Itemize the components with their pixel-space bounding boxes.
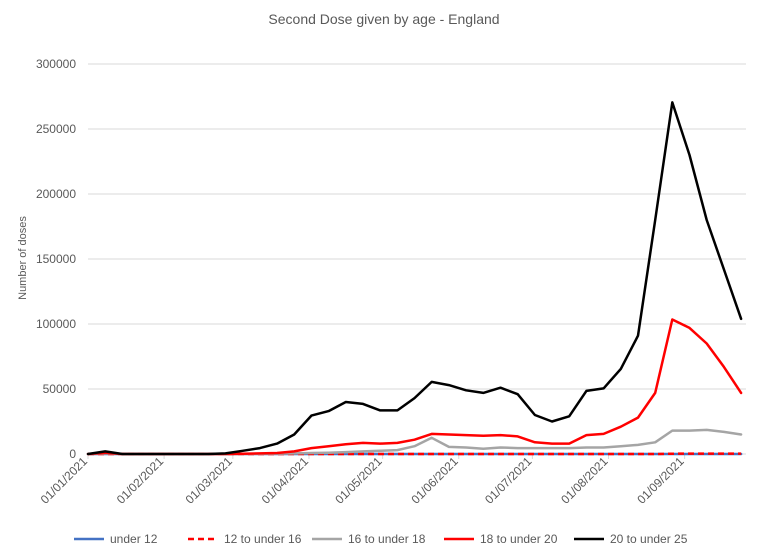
x-tick-label: 01/08/2021 xyxy=(558,454,611,507)
y-tick-label: 250000 xyxy=(36,122,76,136)
y-axis-ticks: 0 50000 100000 150000 200000 250000 300000 xyxy=(36,57,76,461)
x-axis: 01/01/2021 01/02/2021 01/03/2021 01/04/2021… xyxy=(38,453,746,507)
y-axis-label: Number of doses xyxy=(17,216,29,300)
x-tick-label: 01/07/2021 xyxy=(482,454,535,507)
y-tick-label: 150000 xyxy=(36,252,76,266)
gridlines xyxy=(88,63,746,390)
x-tick-label: 01/06/2021 xyxy=(408,454,461,507)
x-tick-label: 01/09/2021 xyxy=(634,454,687,507)
x-tick-label: 01/05/2021 xyxy=(332,454,385,507)
x-tick-label: 01/03/2021 xyxy=(183,454,236,507)
series-line-18-to-under-20 xyxy=(86,318,743,456)
x-tick-label: 01/01/2021 xyxy=(38,454,91,507)
series-lines xyxy=(86,101,743,456)
y-tick-label: 100000 xyxy=(36,317,76,331)
legend-label-16-to-under-18: 16 to under 18 xyxy=(348,532,426,546)
legend-label-12-to-under-16: 12 to under 16 xyxy=(224,532,302,546)
x-tick-label: 01/04/2021 xyxy=(259,454,312,507)
x-tick-label: 01/02/2021 xyxy=(114,454,167,507)
legend-label-20-to-under-25: 20 to under 25 xyxy=(610,532,688,546)
series-line-20-to-under-25 xyxy=(86,101,743,456)
chart-title: Second Dose given by age - England xyxy=(268,11,499,27)
y-tick-label: 0 xyxy=(69,447,76,461)
legend-label-under-12: under 12 xyxy=(110,532,158,546)
y-tick-label: 50000 xyxy=(43,382,77,396)
series-line-16-to-under-18 xyxy=(86,428,743,456)
y-tick-label: 200000 xyxy=(36,187,76,201)
y-tick-label: 300000 xyxy=(36,57,76,71)
legend: under 12 12 to under 16 16 to under 18 18 t… xyxy=(74,532,688,546)
legend-label-18-to-under-20: 18 to under 20 xyxy=(480,532,558,546)
